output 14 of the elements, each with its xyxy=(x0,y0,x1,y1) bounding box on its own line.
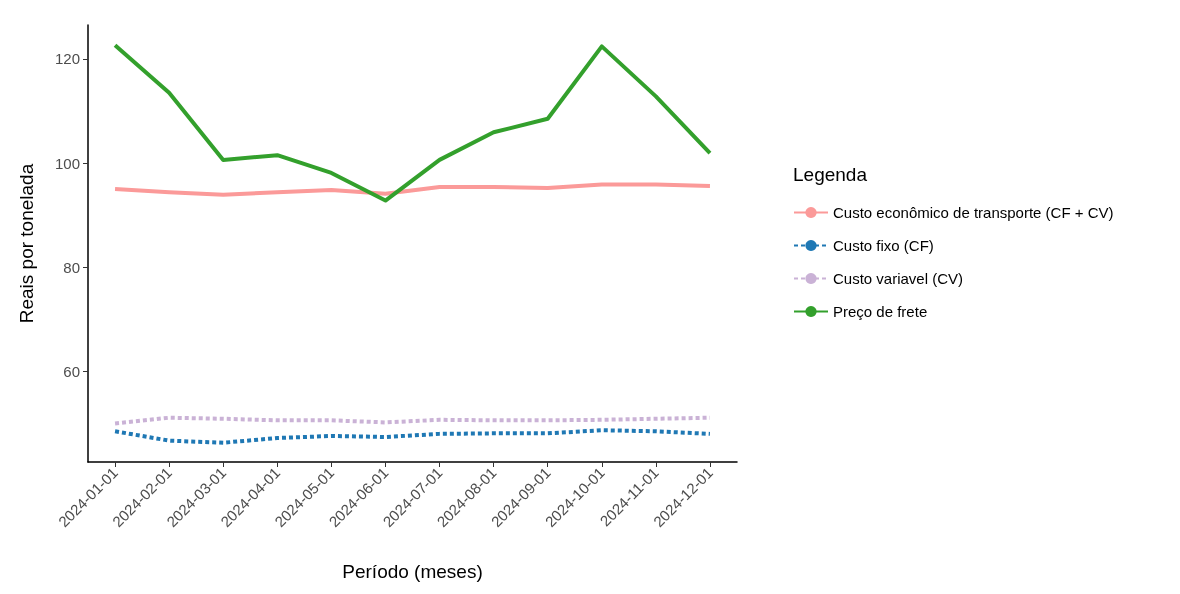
line-series xyxy=(113,428,712,445)
y-axis-title: Reais por tonelada xyxy=(16,163,37,324)
line-series xyxy=(113,43,712,203)
y-tick-label: 60 xyxy=(63,362,80,380)
y-tick-label: 80 xyxy=(63,258,80,276)
legend-title: Legenda xyxy=(793,164,868,185)
y-tick-label: 120 xyxy=(54,50,80,68)
y-tick-label: 100 xyxy=(54,154,80,172)
x-axis-title: Período (meses) xyxy=(342,561,483,582)
legend-label: Custo fixo (CF) xyxy=(833,237,934,254)
legend-label: Custo econômico de transporte (CF + CV) xyxy=(833,204,1114,221)
legend-label: Preço de frete xyxy=(833,303,928,320)
legend-label: Custo variavel (CV) xyxy=(833,270,964,287)
line-series xyxy=(113,182,712,197)
